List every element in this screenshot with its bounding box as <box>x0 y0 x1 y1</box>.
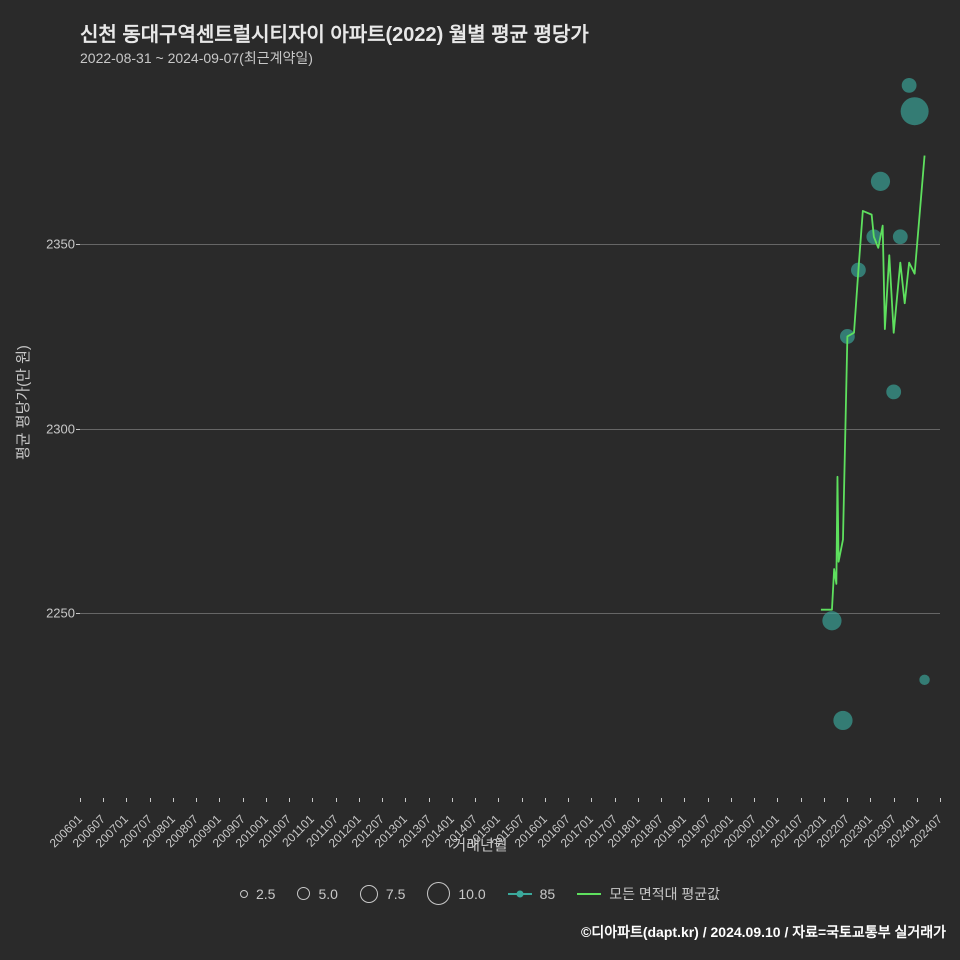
scatter-point <box>886 384 901 399</box>
legend-series-item: 85 <box>508 886 556 902</box>
x-tick-mark <box>475 798 476 802</box>
x-tick-mark <box>452 798 453 802</box>
x-tick-mark <box>312 798 313 802</box>
x-tick-mark <box>591 798 592 802</box>
credit-text: ©디아파트(dapt.kr) / 2024.09.10 / 자료=국토교통부 실… <box>581 922 946 942</box>
x-tick-mark <box>568 798 569 802</box>
legend-size-item: 10.0 <box>427 882 485 905</box>
chart-container: 신천 동대구역센트럴시티자이 아파트(2022) 월별 평균 평당가 2022-… <box>0 0 960 960</box>
legend-dot <box>516 890 523 897</box>
x-tick-mark <box>661 798 662 802</box>
legend-line-marker <box>508 893 532 895</box>
x-tick-mark <box>150 798 151 802</box>
y-tick-label: 2250 <box>46 606 75 621</box>
x-tick-mark <box>80 798 81 802</box>
x-tick-mark <box>382 798 383 802</box>
legend-line-marker <box>577 893 601 895</box>
x-tick-mark <box>615 798 616 802</box>
scatter-point <box>902 78 917 93</box>
x-tick-mark <box>894 798 895 802</box>
chart-subtitle: 2022-08-31 ~ 2024-09-07(최근계약일) <box>80 48 313 68</box>
x-tick-mark <box>196 798 197 802</box>
x-tick-mark <box>754 798 755 802</box>
x-tick-mark <box>684 798 685 802</box>
x-tick-mark <box>731 798 732 802</box>
plot-area <box>80 78 940 798</box>
series-legend: 85 모든 면적대 평균값 <box>508 884 720 904</box>
x-tick-mark <box>545 798 546 802</box>
legend-size-label: 10.0 <box>458 886 485 902</box>
legend-size-item: 7.5 <box>360 885 405 903</box>
x-tick-mark <box>219 798 220 802</box>
y-axis-label: 평균 평당가(만 원) <box>12 345 33 460</box>
x-tick-mark <box>847 798 848 802</box>
legend: 2.5 5.0 7.5 10.0 85 모든 면적대 평균값 <box>0 882 960 905</box>
chart-title: 신천 동대구역센트럴시티자이 아파트(2022) 월별 평균 평당가 <box>80 18 589 47</box>
x-tick-mark <box>824 798 825 802</box>
legend-size-label: 5.0 <box>318 886 337 902</box>
legend-series-label: 85 <box>540 886 556 902</box>
scatter-point <box>901 97 929 125</box>
legend-size-item: 2.5 <box>240 886 275 902</box>
legend-size-label: 2.5 <box>256 886 275 902</box>
scatter-point <box>833 711 852 730</box>
x-tick-mark <box>917 798 918 802</box>
legend-size-item: 5.0 <box>297 886 337 902</box>
x-tick-mark <box>498 798 499 802</box>
legend-series-label: 모든 면적대 평균값 <box>609 884 720 904</box>
x-tick-mark <box>405 798 406 802</box>
x-tick-mark <box>638 798 639 802</box>
x-tick-mark <box>173 798 174 802</box>
x-tick-mark <box>126 798 127 802</box>
x-tick-mark <box>336 798 337 802</box>
scatter-point <box>822 611 841 630</box>
scatter-point <box>871 172 890 191</box>
y-tick-label: 2350 <box>46 237 75 252</box>
x-tick-mark <box>940 798 941 802</box>
avg-line <box>821 156 925 610</box>
legend-size-circle <box>297 887 310 900</box>
x-tick-mark <box>777 798 778 802</box>
x-tick-mark <box>708 798 709 802</box>
legend-size-circle <box>360 885 378 903</box>
x-tick-mark <box>289 798 290 802</box>
x-tick-mark <box>870 798 871 802</box>
x-tick-mark <box>801 798 802 802</box>
x-tick-mark <box>103 798 104 802</box>
legend-size-circle <box>240 890 248 898</box>
size-legend: 2.5 5.0 7.5 10.0 <box>240 882 486 905</box>
legend-series-item: 모든 면적대 평균값 <box>577 884 720 904</box>
legend-size-label: 7.5 <box>386 886 405 902</box>
x-tick-mark <box>522 798 523 802</box>
y-tick-label: 2300 <box>46 421 75 436</box>
x-tick-mark <box>359 798 360 802</box>
scatter-point <box>893 229 908 244</box>
x-tick-mark <box>243 798 244 802</box>
x-tick-mark <box>429 798 430 802</box>
scatter-point <box>919 675 929 685</box>
x-tick-mark <box>266 798 267 802</box>
legend-size-circle <box>427 882 450 905</box>
